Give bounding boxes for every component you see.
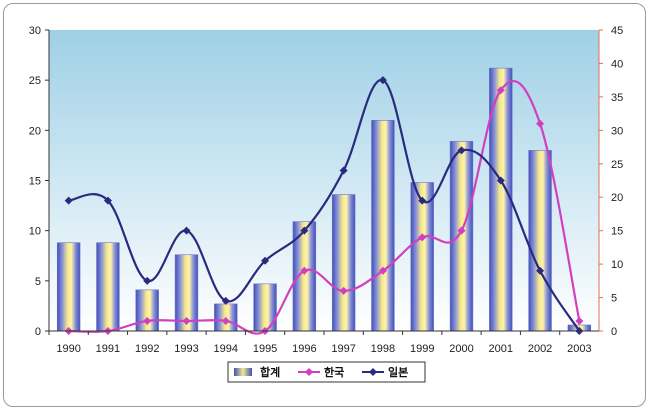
plot-area <box>49 30 599 331</box>
x-tick-label: 1997 <box>331 343 355 355</box>
bar-1997 <box>331 194 356 332</box>
point-series-0-1993 <box>182 316 191 325</box>
point-series-0-1992 <box>143 316 152 325</box>
point-series-0-2002 <box>536 119 545 128</box>
x-tick-label: 1990 <box>56 343 80 355</box>
point-series-0-1998 <box>378 266 387 275</box>
y2-tick-label: 45 <box>611 25 623 37</box>
y-tick-label: 0 <box>35 326 41 338</box>
y-tick-label: 25 <box>29 75 41 87</box>
point-series-1-1992 <box>143 276 152 285</box>
point-series-1-1990 <box>64 196 73 205</box>
bar-1999 <box>410 182 434 332</box>
point-series-1-2001 <box>496 176 505 185</box>
point-series-1-1993 <box>182 226 191 235</box>
x-tick-label: 1993 <box>174 343 198 355</box>
y2-tick-label: 40 <box>611 58 623 70</box>
point-series-1-2000 <box>457 146 466 155</box>
y2-tick-label: 0 <box>611 326 617 338</box>
x-tick-label: 2003 <box>567 343 591 355</box>
y2-tick-label: 30 <box>611 125 623 137</box>
x-tick-label: 2001 <box>489 343 513 355</box>
y-tick-label: 15 <box>29 176 41 188</box>
line-series-1 <box>68 79 581 332</box>
point-series-1-1999 <box>418 196 427 205</box>
y2-tick-label: 10 <box>611 259 623 271</box>
legend-swatch-marker <box>369 368 377 376</box>
legend-label: 합계 <box>260 365 280 379</box>
legend-label: 한국 <box>324 365 344 379</box>
point-series-0-2003 <box>575 316 584 325</box>
y2-tick-label: 35 <box>611 92 623 104</box>
legend-swatch-marker <box>305 368 313 376</box>
y-tick-label: 20 <box>29 125 41 137</box>
point-series-0-2001 <box>496 86 505 95</box>
lines-layer <box>64 76 584 335</box>
legend: 합계 한국 일본 <box>227 361 426 383</box>
point-series-0-1999 <box>418 233 427 242</box>
x-tick-label: 1991 <box>96 343 120 355</box>
x-tick-label: 1996 <box>292 343 316 355</box>
y2-tick-label: 15 <box>611 226 623 238</box>
y-tick-label: 30 <box>29 25 41 37</box>
point-series-1-1997 <box>339 166 348 175</box>
legend-box <box>227 361 426 383</box>
bar-1991 <box>96 242 120 332</box>
bar-2000 <box>449 141 474 332</box>
y2-tick-label: 5 <box>611 293 617 305</box>
bars-layer <box>56 67 592 332</box>
point-series-0-2000 <box>457 226 466 235</box>
point-series-1-1998 <box>378 76 387 85</box>
x-tick-label: 1995 <box>253 343 277 355</box>
axes-layer: 0 5 10 15 20 25 30 0 5 10 15 20 25 30 35 40 45 1990 1991 19… <box>29 25 624 355</box>
y2-tick-label: 25 <box>611 159 623 171</box>
bar-1998 <box>371 120 395 332</box>
point-series-0-1994 <box>221 316 230 325</box>
x-tick-label: 1998 <box>371 343 395 355</box>
point-series-0-1997 <box>339 286 348 295</box>
x-tick-label: 2002 <box>528 343 552 355</box>
y-tick-label: 10 <box>29 226 41 238</box>
x-tick-label: 2000 <box>449 343 473 355</box>
point-series-1-1996 <box>300 226 309 235</box>
x-tick-label: 1999 <box>410 343 434 355</box>
point-series-1-1995 <box>261 256 270 265</box>
x-tick-label: 1994 <box>214 343 238 355</box>
point-series-1-1991 <box>103 196 112 205</box>
line-series-0 <box>68 79 581 335</box>
point-series-0-1996 <box>300 266 309 275</box>
point-series-1-1994 <box>221 296 230 305</box>
x-tick-label: 1992 <box>135 343 159 355</box>
bar-2002 <box>528 150 552 332</box>
y2-tick-label: 20 <box>611 192 623 204</box>
legend-label: 일본 <box>388 365 408 379</box>
point-series-1-2002 <box>536 266 545 275</box>
y-tick-label: 5 <box>35 276 41 288</box>
legend-swatch-bar <box>234 368 252 376</box>
bar-1990 <box>56 242 81 332</box>
